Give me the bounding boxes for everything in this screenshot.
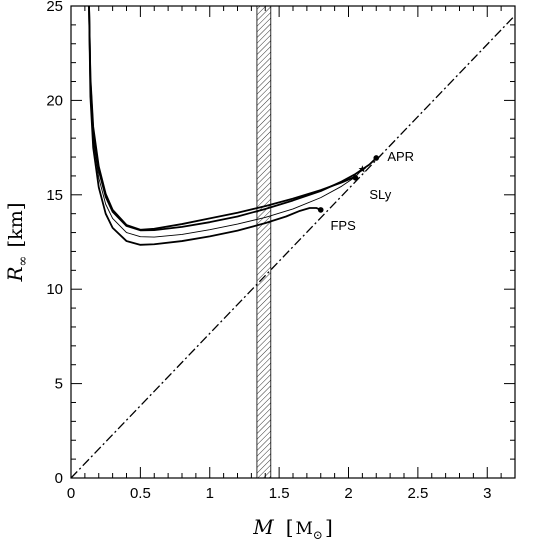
mass-band-rect (256, 5, 272, 479)
x-tick-label: 0.5 (130, 485, 151, 502)
y-tick-label: 10 (46, 281, 63, 298)
x-tick-label: 2 (344, 485, 352, 502)
x-tick-label: 0 (67, 485, 75, 502)
y-axis-title: R∞[km] (3, 202, 31, 282)
endpoint-star-thin-1 (358, 165, 367, 173)
y-tick-label: 5 (55, 376, 63, 393)
endpoint-dot-sly (352, 175, 359, 181)
curve-sly (88, 6, 356, 231)
curves (71, 6, 515, 478)
endpoint-dot-apr (373, 155, 380, 161)
reference-dash-dot-line (71, 14, 515, 478)
x-axis-title: M[M⊙] (252, 515, 333, 542)
x-tick-label: 1.5 (269, 485, 290, 502)
x-tick-label: 3 (483, 485, 491, 502)
curve-labels: APR SLy FPS (330, 149, 414, 233)
curve-thin-1 (88, 6, 363, 238)
y-tick-label: 0 (55, 470, 63, 487)
x-tick-label: 1 (206, 485, 214, 502)
y-tick-label: 20 (46, 92, 63, 109)
label-sly: SLy (369, 187, 391, 202)
axis-ticks (70, 5, 516, 479)
endpoint-markers (317, 155, 380, 213)
plot-frame (70, 5, 516, 479)
curve-apr (88, 6, 377, 232)
label-apr: APR (387, 149, 414, 164)
x-tick-label: 2.5 (407, 485, 428, 502)
y-tick-label: 25 (46, 0, 63, 15)
mass-band (256, 5, 272, 479)
axis-tick-labels: 0 0.5 1 1.5 2 2.5 3 0 5 10 15 20 25 (46, 0, 491, 502)
y-tick-label: 15 (46, 187, 63, 204)
endpoint-dot-fps (317, 207, 324, 213)
label-fps: FPS (330, 218, 356, 233)
curve-fps (88, 6, 322, 246)
